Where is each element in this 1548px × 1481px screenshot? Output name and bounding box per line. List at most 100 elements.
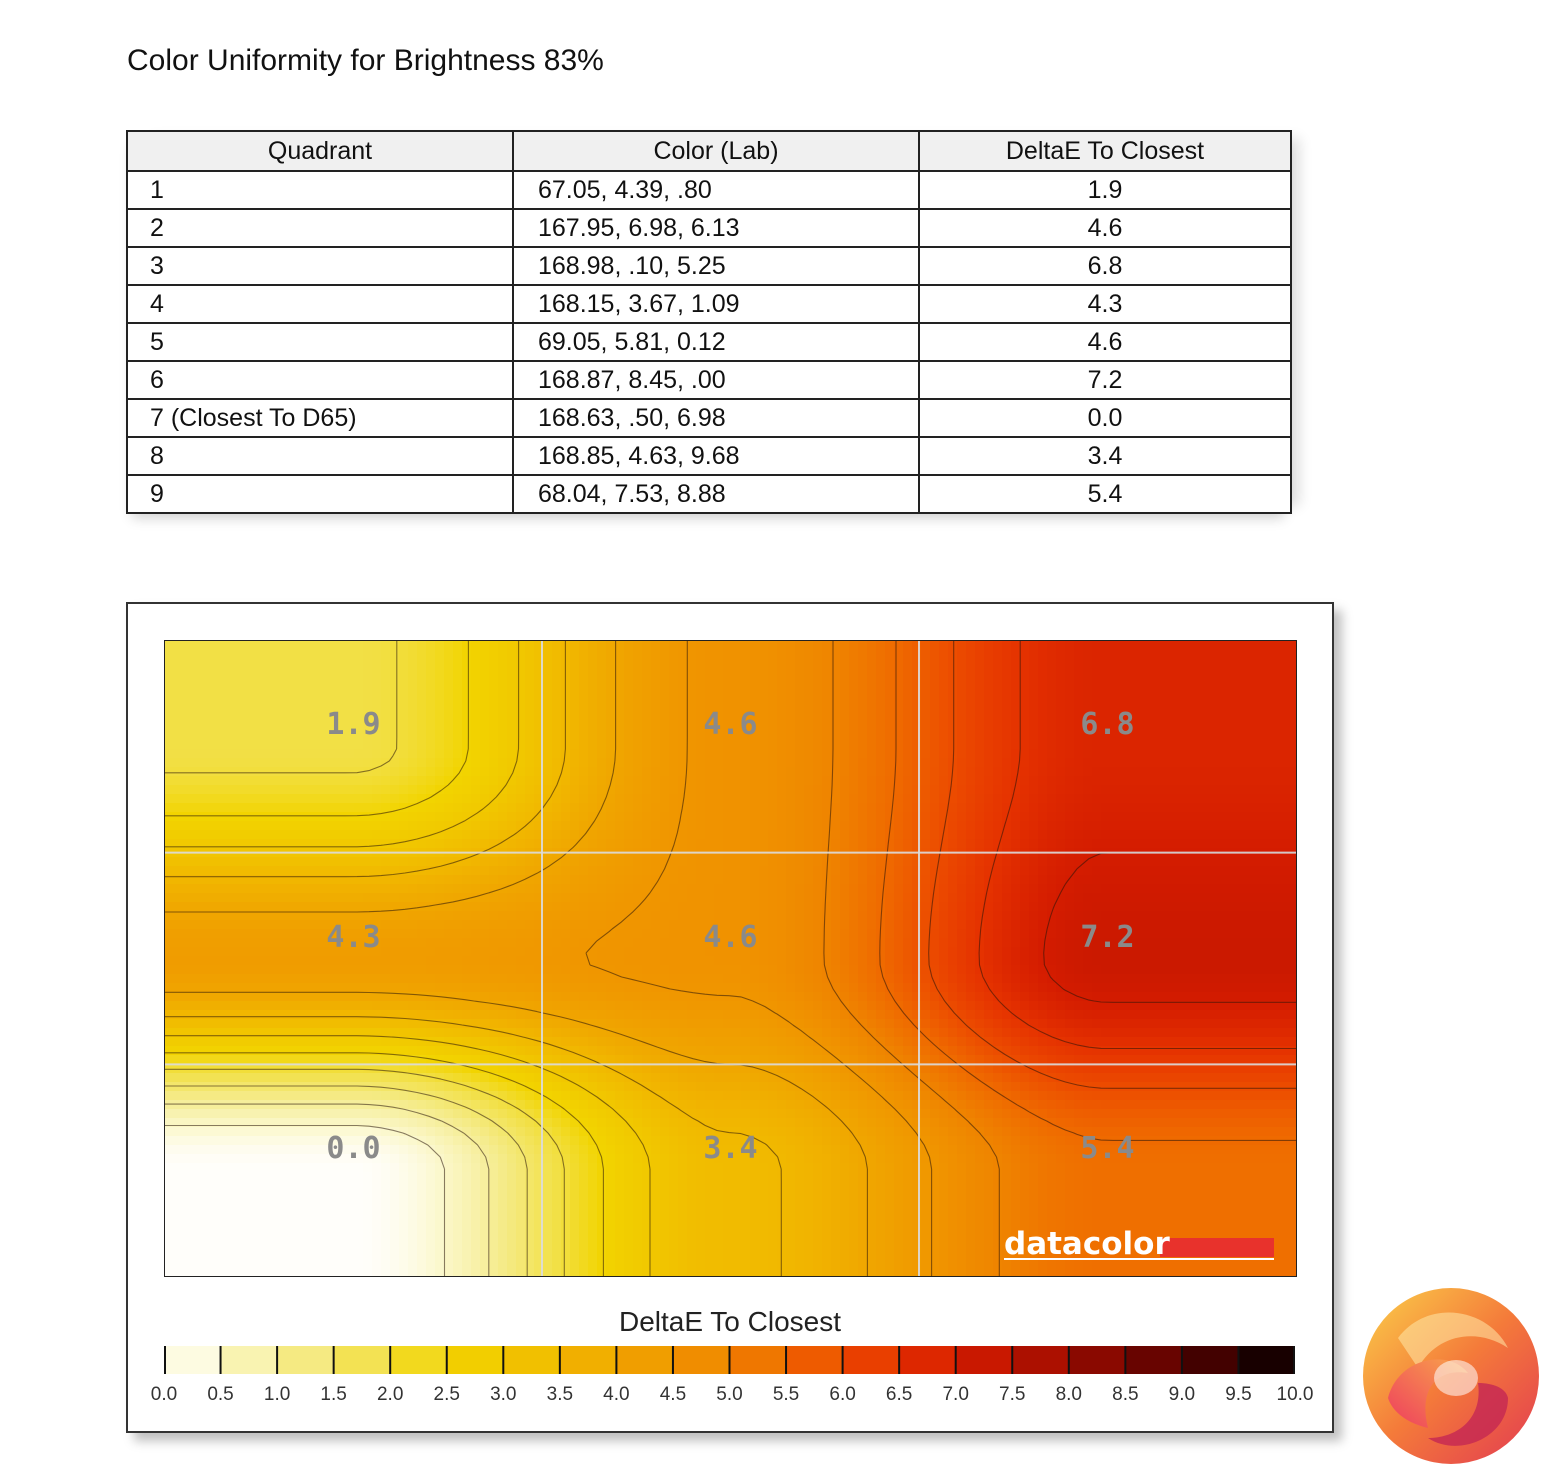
heatmap-pixel: [1146, 875, 1156, 885]
heatmap-pixel: [804, 740, 814, 750]
heatmap-pixel: [453, 785, 463, 795]
heatmap-pixel: [300, 749, 310, 759]
heatmap-pixel: [804, 893, 814, 903]
heatmap-pixel: [426, 677, 436, 687]
heatmap-pixel: [1065, 956, 1075, 966]
heatmap-pixel: [192, 929, 202, 939]
heatmap-pixel: [561, 983, 571, 993]
heatmap-pixel: [1290, 893, 1296, 903]
heatmap-pixel: [318, 749, 328, 759]
heatmap-pixel: [1263, 830, 1273, 840]
heatmap-pixel: [534, 938, 544, 948]
heatmap-pixel: [1236, 641, 1246, 651]
heatmap-pixel: [498, 650, 508, 660]
heatmap-pixel: [1065, 902, 1075, 912]
heatmap-pixel: [687, 938, 697, 948]
heatmap-pixel: [1155, 731, 1165, 741]
heatmap-pixel: [984, 866, 994, 876]
heatmap-pixel: [174, 884, 184, 894]
heatmap-pixel: [1011, 875, 1021, 885]
heatmap-pixel: [1074, 911, 1084, 921]
heatmap-pixel: [1200, 659, 1210, 669]
heatmap-pixel: [309, 884, 319, 894]
heatmap-pixel: [795, 686, 805, 696]
heatmap-pixel: [399, 731, 409, 741]
heatmap-pixel: [948, 974, 958, 984]
heatmap-pixel: [1164, 875, 1174, 885]
heatmap-pixel: [327, 857, 337, 867]
heatmap-pixel: [651, 650, 661, 660]
heatmap-pixel: [1065, 722, 1075, 732]
heatmap-pixel: [525, 812, 535, 822]
heatmap-pixel: [804, 839, 814, 849]
heatmap-pixel: [444, 722, 454, 732]
heatmap-pixel: [363, 641, 373, 651]
heatmap-pixel: [957, 839, 967, 849]
heatmap-pixel: [588, 821, 598, 831]
heatmap-pixel: [1254, 722, 1264, 732]
heatmap-pixel: [1173, 821, 1183, 831]
heatmap-pixel: [1065, 659, 1075, 669]
heatmap-pixel: [714, 812, 724, 822]
heatmap-pixel: [237, 992, 247, 1002]
heatmap-pixel: [777, 722, 787, 732]
heatmap-pixel: [696, 785, 706, 795]
heatmap-pixel: [174, 902, 184, 912]
heatmap-pixel: [219, 920, 229, 930]
heatmap-pixel: [804, 857, 814, 867]
heatmap-pixel: [696, 875, 706, 885]
heatmap-pixel: [1173, 794, 1183, 804]
heatmap-pixel: [525, 722, 535, 732]
heatmap-pixel: [687, 875, 697, 885]
heatmap-pixel: [651, 758, 661, 768]
heatmap-pixel: [579, 677, 589, 687]
heatmap-pixel: [192, 776, 202, 786]
heatmap-pixel: [219, 785, 229, 795]
heatmap-pixel: [930, 785, 940, 795]
heatmap-pixel: [363, 704, 373, 714]
heatmap-pixel: [984, 920, 994, 930]
heatmap-pixel: [1137, 938, 1147, 948]
heatmap-pixel: [417, 695, 427, 705]
heatmap-pixel: [1101, 731, 1111, 741]
heatmap-pixel: [633, 929, 643, 939]
heatmap-pixel: [255, 668, 265, 678]
heatmap-pixel: [1272, 821, 1282, 831]
heatmap-pixel: [840, 830, 850, 840]
heatmap-pixel: [1029, 956, 1039, 966]
heatmap-pixel: [867, 929, 877, 939]
heatmap-pixel: [462, 641, 472, 651]
heatmap-pixel: [867, 740, 877, 750]
heatmap-pixel: [660, 713, 670, 723]
heatmap-pixel: [282, 668, 292, 678]
heatmap-pixel: [363, 812, 373, 822]
heatmap-pixel: [1047, 794, 1057, 804]
heatmap-pixel: [1038, 740, 1048, 750]
heatmap-pixel: [966, 677, 976, 687]
heatmap-pixel: [930, 902, 940, 912]
heatmap-pixel: [408, 686, 418, 696]
heatmap-pixel: [219, 974, 229, 984]
heatmap-pixel: [831, 911, 841, 921]
heatmap-pixel: [1155, 857, 1165, 867]
heatmap-pixel: [462, 722, 472, 732]
heatmap-pixel: [282, 794, 292, 804]
heatmap-pixel: [192, 731, 202, 741]
heatmap-pixel: [606, 875, 616, 885]
heatmap-pixel: [1110, 875, 1120, 885]
heatmap-pixel: [1020, 776, 1030, 786]
heatmap-pixel: [1065, 812, 1075, 822]
heatmap-pixel: [1209, 938, 1219, 948]
heatmap-pixel: [201, 659, 211, 669]
heatmap-pixel: [282, 965, 292, 975]
heatmap-pixel: [1263, 929, 1273, 939]
heatmap-pixel: [201, 992, 211, 1002]
heatmap-pixel: [1281, 740, 1291, 750]
heatmap-pixel: [273, 947, 283, 957]
heatmap-pixel: [741, 965, 751, 975]
heatmap-pixel: [534, 785, 544, 795]
heatmap-pixel: [894, 722, 904, 732]
heatmap-pixel: [876, 956, 886, 966]
heatmap-pixel: [1146, 677, 1156, 687]
heatmap-pixel: [1245, 740, 1255, 750]
